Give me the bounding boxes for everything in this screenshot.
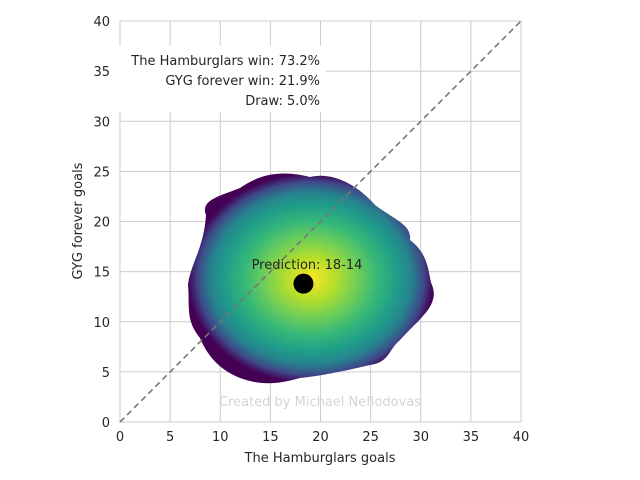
y-tick-label: 20	[93, 216, 110, 231]
y-axis-ticks: 0 5 10 15 20 25 30 35 40	[93, 15, 110, 431]
y-tick-label: 5	[102, 366, 110, 381]
y-tick-label: 10	[93, 316, 110, 331]
equal-score-line	[119, 20, 522, 423]
stat-away-win: GYG forever win: 21.9%	[165, 74, 320, 89]
stat-draw: Draw: 5.0%	[245, 94, 320, 109]
stats-background	[113, 46, 326, 112]
y-tick-label: 35	[93, 65, 110, 80]
x-tick-label: 40	[513, 430, 530, 445]
plot-frame	[119, 20, 522, 423]
y-tick-label: 0	[102, 416, 110, 431]
x-tick-label: 30	[412, 430, 429, 445]
y-tick-label: 15	[93, 266, 110, 281]
x-axis-ticks: 0 5 10 15 20 25 30 35 40	[116, 430, 529, 445]
x-tick-label: 0	[116, 430, 124, 445]
x-tick-label: 25	[362, 430, 379, 445]
prediction-point	[293, 273, 314, 294]
x-tick-label: 20	[312, 430, 329, 445]
credit-watermark: Created by Michael Nefiodovas	[219, 395, 421, 410]
x-tick-label: 5	[166, 430, 174, 445]
prediction-label: Prediction: 18-14	[252, 258, 363, 273]
x-tick-label: 10	[212, 430, 229, 445]
y-tick-label: 30	[93, 115, 110, 130]
x-tick-label: 15	[262, 430, 279, 445]
stat-home-win: The Hamburglars win: 73.2%	[130, 54, 320, 69]
y-axis-label: GYG forever goals	[71, 162, 86, 279]
y-tick-label: 25	[93, 165, 110, 180]
y-tick-label: 40	[93, 15, 110, 30]
x-tick-label: 35	[463, 430, 480, 445]
x-axis-label: The Hamburglars goals	[244, 451, 396, 466]
